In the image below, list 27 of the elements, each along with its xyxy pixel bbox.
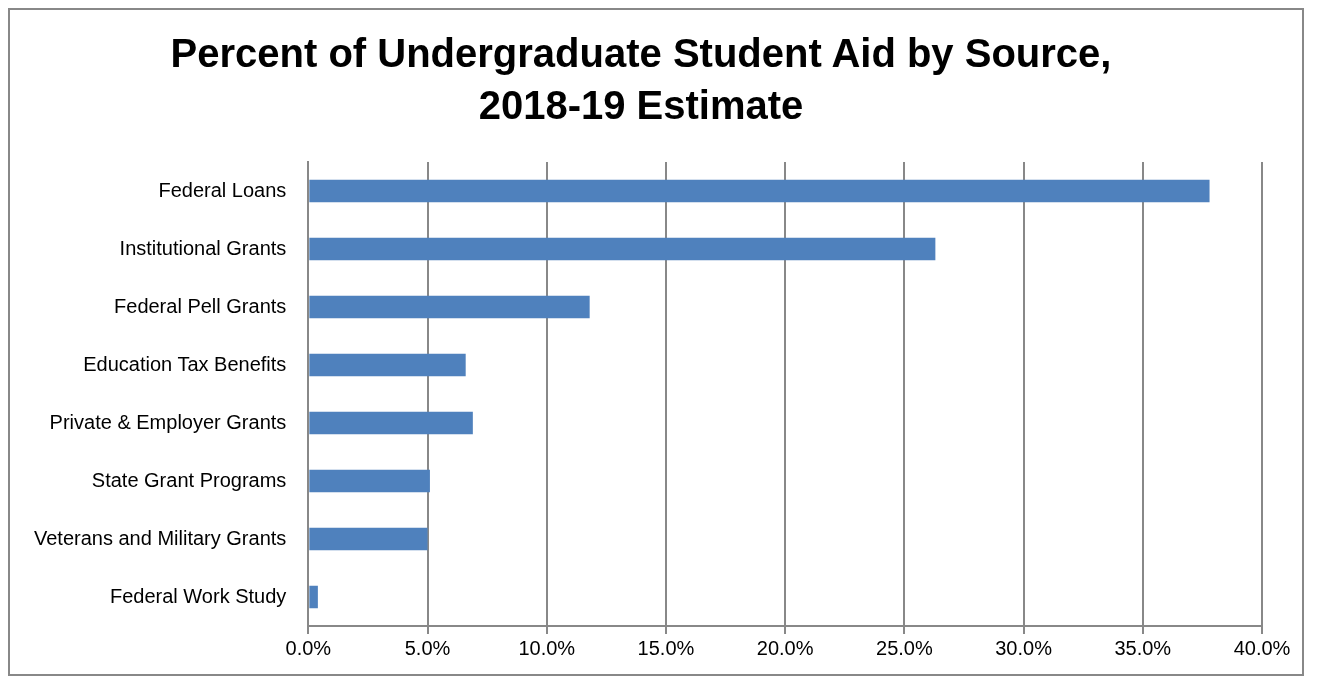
y-tick-label: Institutional Grants <box>119 236 287 259</box>
y-tick-label: Federal Pell Grants <box>114 294 287 317</box>
bar <box>309 469 430 493</box>
bar <box>309 585 318 609</box>
x-tick-label: 30.0% <box>995 636 1053 659</box>
bar <box>309 353 466 377</box>
text: Percent of Undergraduate Student Aid by Source, <box>170 31 1112 76</box>
x-tick-label: 15.0% <box>637 636 695 659</box>
y-tick-label: Federal Loans <box>158 178 287 201</box>
x-tick-label: 5.0% <box>404 636 451 659</box>
x-tick-label: 40.0% <box>1233 636 1291 659</box>
bar <box>309 411 473 435</box>
bar <box>309 237 936 261</box>
x-tick-label: 10.0% <box>518 636 576 659</box>
x-tick-label: 0.0% <box>285 636 332 659</box>
y-tick-label: Veterans and Military Grants <box>33 526 287 549</box>
x-tick-label: 20.0% <box>756 636 814 659</box>
x-tick-label: 25.0% <box>876 636 933 659</box>
bar <box>309 527 428 551</box>
bar <box>309 295 590 319</box>
y-tick-label: Federal Work Study <box>109 584 287 607</box>
x-tick-label: 35.0% <box>1114 636 1172 659</box>
y-tick-label: Education Tax Benefits <box>83 352 287 375</box>
text: 2018-19 Estimate <box>478 83 804 128</box>
y-tick-label: Private & Employer Grants <box>49 410 287 433</box>
bar <box>309 179 1210 203</box>
y-tick-label: State Grant Programs <box>91 468 287 491</box>
